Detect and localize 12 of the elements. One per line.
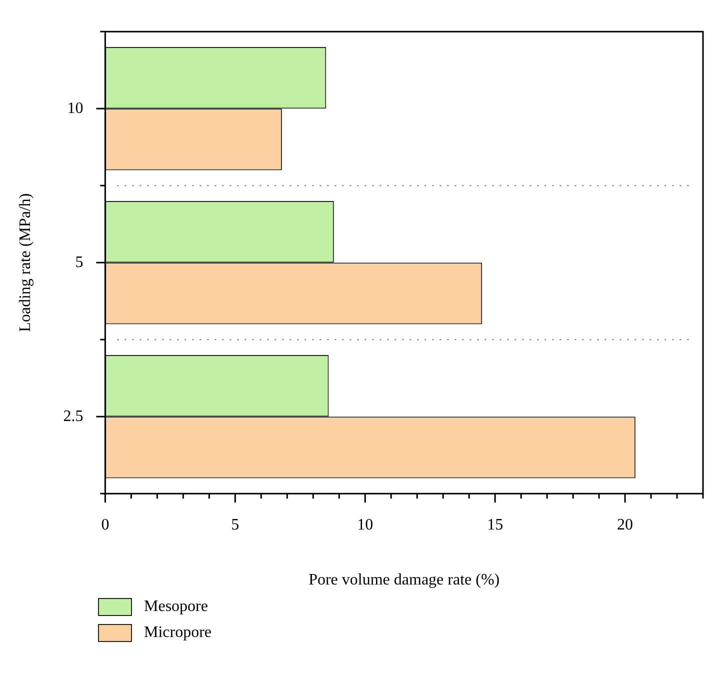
y-axis-title: Loading rate (MPa/h)	[16, 193, 34, 332]
x-tick-label: 0	[101, 516, 110, 534]
x-tick-label: 20	[617, 516, 634, 534]
x-axis-title: Pore volume damage rate (%)	[308, 572, 500, 589]
legend-label: Micropore	[144, 624, 212, 642]
x-tick-label: 15	[487, 516, 504, 534]
x-tick-label: 5	[231, 516, 240, 534]
y-tick-label: 10	[67, 100, 84, 117]
x-tick-label: 10	[357, 516, 374, 534]
y-tick-label: 5	[75, 254, 84, 271]
legend-label: Mesopore	[144, 598, 208, 616]
y-tick-label: 2.5	[63, 408, 84, 425]
